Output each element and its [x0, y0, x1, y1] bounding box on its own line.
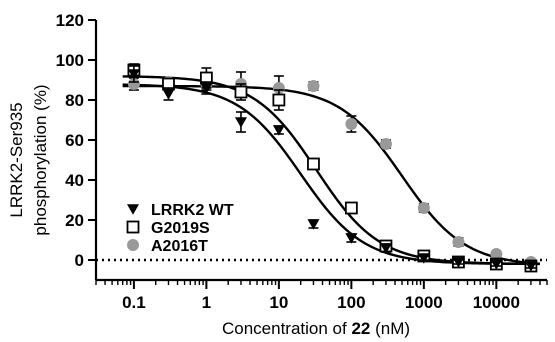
data-point-a2016t	[417, 202, 430, 214]
data-point-g2019s	[272, 93, 286, 107]
y-tick-label: 100	[56, 51, 84, 70]
data-point-lrrk2-wt	[345, 233, 358, 244]
x-axis-title: Concentration of 22 (nM)	[222, 319, 410, 338]
y-tick-label: 0	[75, 251, 84, 270]
data-point-lrrk2-wt	[200, 83, 213, 94]
fit-curves	[122, 75, 541, 266]
data-point-lrrk2-wt	[490, 259, 503, 270]
y-tick-label: 120	[56, 11, 84, 30]
fit-curve	[122, 75, 540, 266]
x-tick-label: 10	[269, 293, 288, 312]
data-point-lrrk2-wt	[417, 253, 430, 264]
y-axis-title-line-1: LRRK2-Ser935	[7, 102, 26, 217]
y-axis-title: LRRK2-Ser935	[7, 102, 26, 217]
x-axis-title-compound: 22	[351, 319, 370, 338]
y-axis-title-line-2: phosphorylation (%)	[31, 84, 50, 235]
data-point-a2016t	[379, 138, 392, 150]
y-tick-label: 40	[65, 171, 84, 190]
legend-marker	[127, 239, 139, 251]
legend-marker	[127, 204, 139, 215]
data-point-lrrk2-wt	[524, 261, 537, 272]
legend-marker	[126, 220, 140, 234]
data-point-g2019s	[307, 157, 320, 171]
data-point-a2016t	[452, 236, 465, 248]
data-point-a2016t	[272, 82, 285, 94]
x-tick-label: 0.1	[122, 293, 146, 312]
fit-curve	[122, 84, 541, 265]
legend-label: LRRK2 WT	[151, 202, 234, 219]
data-point-a2016t	[307, 80, 320, 92]
data-point-a2016t	[127, 78, 140, 90]
data-point-a2016t	[345, 118, 358, 130]
y-tick-label: 20	[65, 211, 84, 230]
y-tick-label: 60	[65, 131, 84, 150]
data-point-a2016t	[490, 248, 503, 260]
y-axis-title-2: phosphorylation (%)	[31, 84, 50, 235]
data-point-g2019s	[234, 85, 248, 99]
legend-label: A2016T	[151, 238, 208, 255]
y-tick-label: 80	[65, 91, 84, 110]
data-point-lrrk2-wt	[379, 243, 392, 254]
x-tick-label: 1	[202, 293, 211, 312]
data-point-lrrk2-wt	[272, 125, 285, 136]
data-point-lrrk2-wt	[162, 89, 175, 100]
data-point-lrrk2-wt	[452, 257, 465, 268]
x-tick-label: 10000	[473, 293, 520, 312]
data-point-lrrk2-wt	[307, 219, 320, 230]
data-point-lrrk2-wt	[234, 117, 247, 128]
data-point-g2019s	[344, 201, 358, 215]
legend-label: G2019S	[151, 220, 210, 237]
data-points	[127, 63, 538, 273]
x-axis-title-prefix: Concentration of	[222, 319, 351, 338]
x-axis-title-unit: (nM)	[370, 319, 410, 338]
axes: 0 20 40 60 80 100 120 0.1 1 10 100 1000 10000	[56, 11, 548, 312]
x-tick-label: 1000	[405, 293, 443, 312]
data-point-lrrk2-wt	[127, 69, 140, 80]
x-tick-label: 100	[337, 293, 365, 312]
